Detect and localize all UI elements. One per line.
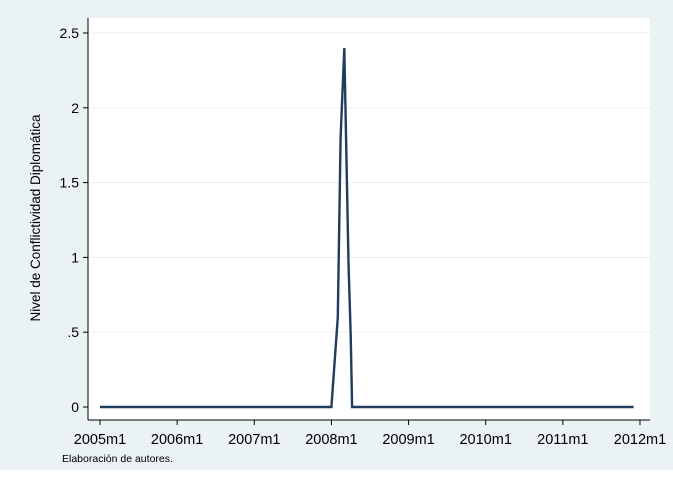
y-axis-title: Nivel de Conflictividad Diplomática: [28, 114, 43, 322]
y-tick-label: 0: [71, 399, 79, 415]
x-tick-label: 2011m1: [537, 432, 588, 448]
x-tick-label: 2012m1: [614, 432, 666, 448]
y-tick-label: 1.5: [60, 175, 80, 191]
y-tick-label: .5: [67, 324, 79, 340]
y-tick-label: 2: [71, 100, 79, 116]
y-tick-label: 1: [71, 249, 79, 265]
x-tick-label: 2007m1: [228, 432, 280, 448]
source-note: Elaboración de autores.: [62, 453, 173, 465]
x-tick-label: 2008m1: [305, 432, 357, 448]
series-line: [100, 47, 634, 409]
plot-area: [88, 18, 650, 420]
x-tick-label: 2009m1: [382, 432, 434, 448]
axes: [87, 18, 650, 421]
tick-marks: [83, 32, 641, 425]
grid-lines: [89, 32, 650, 333]
x-tick-label: 2010m1: [459, 432, 511, 448]
x-tick-label: 2006m1: [151, 432, 203, 448]
series-layer: [100, 47, 634, 409]
x-tick-label: 2005m1: [74, 432, 126, 448]
y-tick-label: 2.5: [60, 25, 80, 41]
